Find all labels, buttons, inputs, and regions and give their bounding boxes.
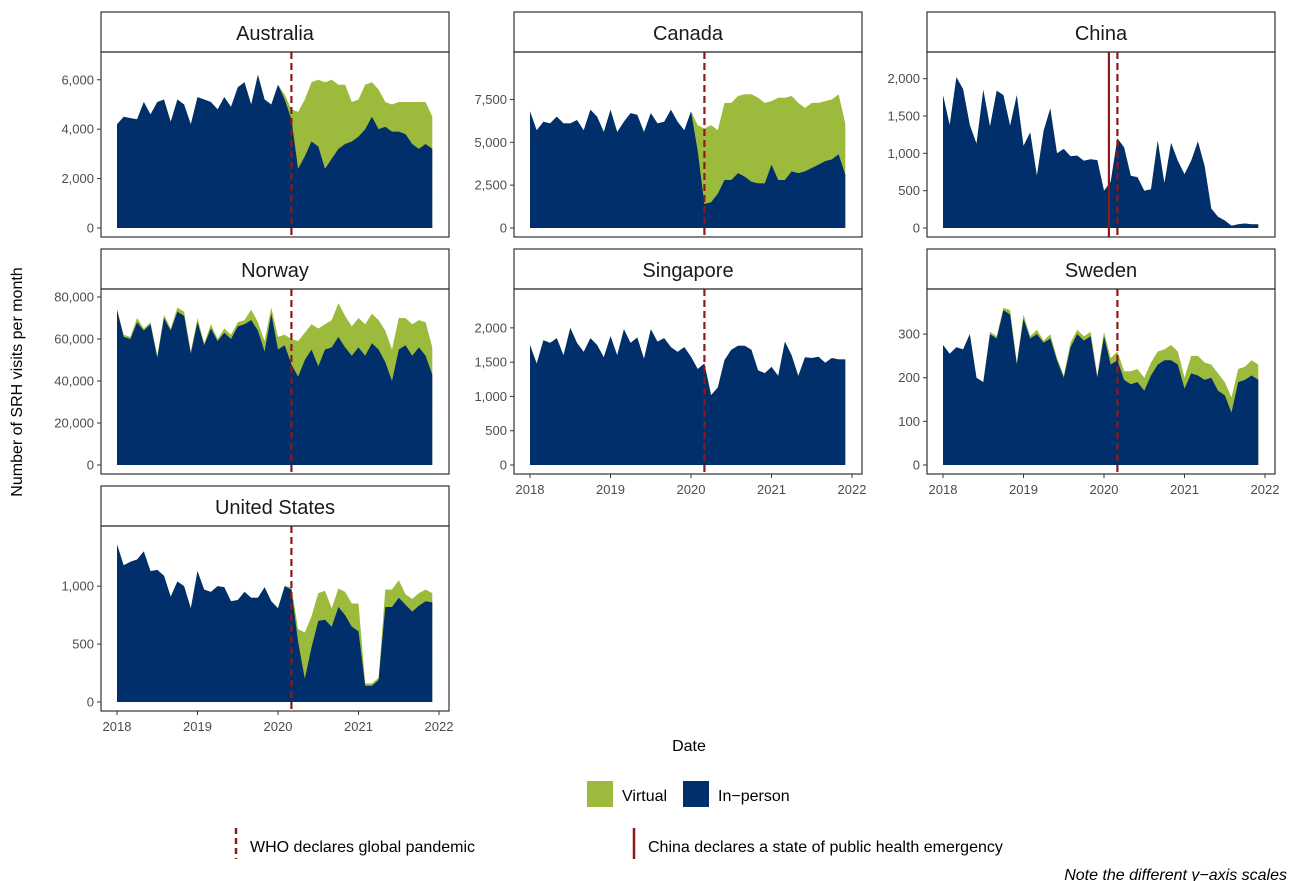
area-in-person — [943, 77, 1259, 228]
legend-label-in-person: In−person — [718, 788, 790, 805]
panel-strip — [513, 11, 863, 53]
y-tick-label: 500 — [72, 637, 94, 652]
y-tick-label: 0 — [913, 221, 920, 236]
y-tick-label: 4,000 — [61, 122, 94, 137]
x-tick-label: 2022 — [838, 482, 867, 497]
x-axis-title: Date — [672, 738, 706, 755]
panel-strip — [100, 248, 450, 290]
panel-frame — [100, 525, 450, 712]
panel-title: China — [1075, 23, 1128, 45]
panel-title: United States — [215, 497, 335, 519]
y-tick-label: 60,000 — [54, 332, 94, 347]
x-tick-label: 2018 — [929, 482, 958, 497]
y-tick-label: 500 — [485, 423, 507, 438]
y-axis-title: Number of SRH visits per month — [9, 267, 26, 496]
panel-australia: Australia 0 2,000 4,000 6,000 — [61, 11, 450, 238]
y-tick-label: 1,000 — [887, 146, 920, 161]
y-tick-label: 0 — [500, 221, 507, 236]
y-tick-label: 1,500 — [474, 355, 507, 370]
panel-strip — [100, 11, 450, 53]
area-in-person — [530, 327, 846, 465]
panel-frame — [926, 51, 1276, 238]
y-tick-label: 0 — [500, 458, 507, 473]
y-tick-label: 0 — [87, 458, 94, 473]
panel-title: Australia — [236, 23, 315, 45]
y-tick-label: 100 — [898, 414, 920, 429]
legend-key-virtual — [587, 781, 613, 807]
y-tick-label: 2,000 — [887, 71, 920, 86]
area-in-person — [530, 109, 846, 228]
chart-panels: Australia 0 2,000 4,000 6,000 Canada 0 2,500 5,0… — [54, 11, 1280, 734]
legend-key-in-person — [683, 781, 709, 807]
y-tick-label: 0 — [87, 695, 94, 710]
panel-sweden: Sweden 0 100 200 300 2018 2019 2020 2021 2022 — [898, 248, 1280, 497]
area-in-person — [117, 74, 433, 228]
x-tick-label: 2019 — [1009, 482, 1038, 497]
x-tick-label: 2020 — [264, 719, 293, 734]
panel-title: Singapore — [642, 260, 733, 282]
x-tick-label: 2021 — [757, 482, 786, 497]
x-tick-label: 2018 — [516, 482, 545, 497]
panel-norway: Norway 0 20,000 40,000 60,000 80,000 — [54, 248, 450, 475]
x-tick-label: 2019 — [596, 482, 625, 497]
panel-title: Canada — [653, 23, 724, 45]
x-tick-label: 2018 — [103, 719, 132, 734]
y-tick-label: 40,000 — [54, 374, 94, 389]
panel-canada: Canada 0 2,500 5,000 7,500 — [474, 11, 863, 238]
panel-united-states: United States 0 500 1,000 2018 2019 2020 2021 20… — [61, 485, 454, 734]
y-tick-label: 1,000 — [61, 579, 94, 594]
y-tick-label: 2,000 — [474, 320, 507, 335]
x-tick-label: 2022 — [1251, 482, 1280, 497]
panel-frame — [926, 288, 1276, 475]
x-tick-label: 2020 — [1090, 482, 1119, 497]
panel-strip — [513, 248, 863, 290]
y-tick-label: 0 — [913, 458, 920, 473]
panel-strip — [100, 485, 450, 527]
y-tick-label: 2,500 — [474, 178, 507, 193]
x-tick-label: 2021 — [344, 719, 373, 734]
legend-label-virtual: Virtual — [622, 788, 667, 805]
area-in-person — [117, 309, 433, 465]
panel-strip — [926, 11, 1276, 53]
panel-singapore: Singapore 0 500 1,000 1,500 2,000 2018 2019 2020… — [474, 248, 867, 497]
y-tick-label: 1,000 — [474, 389, 507, 404]
y-tick-label: 300 — [898, 327, 920, 342]
legend: Virtual In−person — [587, 781, 790, 807]
legend-label-china-emergency: China declares a state of public health … — [648, 839, 1003, 856]
y-tick-label: 6,000 — [61, 72, 94, 87]
panel-frame — [100, 51, 450, 238]
y-tick-label: 5,000 — [474, 135, 507, 150]
panel-title: Norway — [241, 260, 309, 282]
y-tick-label: 80,000 — [54, 290, 94, 305]
x-tick-label: 2020 — [677, 482, 706, 497]
y-tick-label: 0 — [87, 221, 94, 236]
panel-frame — [513, 288, 863, 475]
panel-frame — [513, 51, 863, 238]
reference-line-legend: WHO declares global pandemic China decla… — [234, 828, 1003, 859]
panel-title: Sweden — [1065, 260, 1137, 282]
y-tick-label: 1,500 — [887, 109, 920, 124]
legend-label-who-pandemic: WHO declares global pandemic — [250, 839, 475, 856]
x-tick-label: 2022 — [425, 719, 454, 734]
y-tick-label: 20,000 — [54, 416, 94, 431]
x-tick-label: 2021 — [1170, 482, 1199, 497]
y-tick-label: 2,000 — [61, 171, 94, 186]
area-in-person — [943, 310, 1259, 465]
scale-note: Note the different y−axis scales — [1064, 867, 1287, 881]
y-tick-label: 7,500 — [474, 92, 507, 107]
y-tick-label: 200 — [898, 370, 920, 385]
y-tick-label: 500 — [898, 183, 920, 198]
x-tick-label: 2019 — [183, 719, 212, 734]
panel-china: China 0 500 1,000 1,500 2,000 — [887, 11, 1276, 238]
area-in-person — [117, 544, 433, 702]
